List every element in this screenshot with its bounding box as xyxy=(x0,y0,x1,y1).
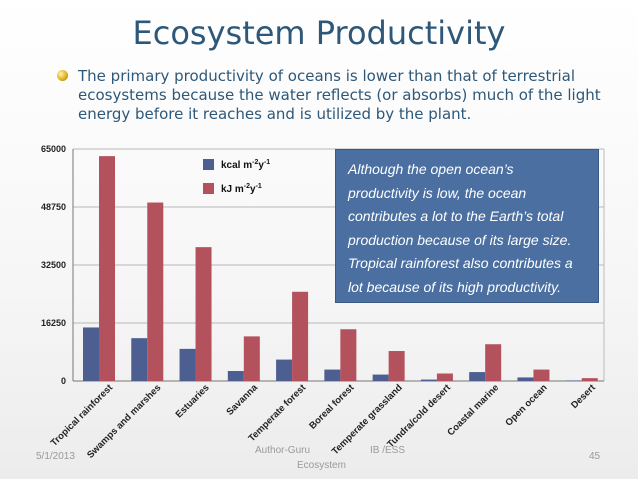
bar-kcal xyxy=(276,359,293,381)
bar-kcal xyxy=(227,371,244,381)
bar-kcal xyxy=(179,348,196,381)
x-tick-label: Coastal marine xyxy=(445,382,501,438)
x-tick-label: Estuaries xyxy=(174,382,212,420)
bar-kj xyxy=(340,329,357,381)
annotation-box: Although the open ocean’s productivity is… xyxy=(335,149,599,303)
footer-author: Author-Guru xyxy=(255,445,311,456)
y-tick-label: 16250 xyxy=(41,318,66,328)
bar-kj xyxy=(99,156,115,381)
bar-kj xyxy=(581,378,598,381)
footer-date: 5/1/2013 xyxy=(36,451,75,462)
y-tick-label: 0 xyxy=(61,376,66,386)
bar-kj xyxy=(388,351,405,381)
slide-title: Ecosystem Productivity xyxy=(132,14,506,52)
x-tick-label: Savanna xyxy=(225,382,261,418)
footer-subtitle: Ecosystem xyxy=(297,460,346,471)
bar-kj xyxy=(147,202,164,381)
legend-label-part: y xyxy=(250,184,256,195)
bar-kcal xyxy=(517,377,534,381)
annotation-line: productivity is low, the ocean xyxy=(348,184,527,201)
bar-kcal xyxy=(324,369,341,381)
bar-kcal xyxy=(565,380,582,381)
bar-kcal xyxy=(420,379,437,381)
legend-label: kJ m-2y-1 xyxy=(221,183,262,195)
annotation-line: production because of its large size. xyxy=(348,231,572,248)
bar-kcal xyxy=(131,338,148,381)
legend-swatch-kj xyxy=(203,183,214,194)
legend-label-part: -1 xyxy=(264,159,270,166)
annotation-line: Tropical rainforest also contributes a xyxy=(348,255,573,271)
bar-kj xyxy=(436,373,453,381)
legend-label-part: -2 xyxy=(252,159,258,166)
bar-kj xyxy=(195,247,212,381)
bar-kcal xyxy=(83,327,99,381)
legend-swatch-kcal xyxy=(203,159,214,170)
legend-label: kcal m-2y-1 xyxy=(221,159,270,171)
annotation-line: contributes a lot to the Earth’s total xyxy=(348,208,564,224)
bullet-icon xyxy=(57,70,68,81)
page-number: 45 xyxy=(589,451,601,462)
x-tick-label: Open ocean xyxy=(503,382,549,428)
annotation-line: lot because of its high productivity. xyxy=(348,278,561,295)
legend-label-part: kcal m xyxy=(221,160,252,171)
bar-kcal xyxy=(469,372,486,381)
legend-label-part: y xyxy=(258,160,264,171)
footer-course: IB /ESS xyxy=(370,445,406,456)
x-tick-label: Boreal forest xyxy=(307,382,357,432)
annotation-line: Although the open ocean’s xyxy=(348,161,514,177)
x-tick-label: Desert xyxy=(569,382,598,411)
bar-kj xyxy=(292,291,309,381)
bar-kcal xyxy=(372,374,389,381)
y-tick-label: 65000 xyxy=(41,144,66,154)
bar-kj xyxy=(485,344,502,381)
bullet-text: The primary productivity of oceans is lo… xyxy=(78,67,601,123)
legend-label-part: -1 xyxy=(256,183,262,190)
legend-label-part: -2 xyxy=(244,183,250,190)
bar-kj xyxy=(533,369,550,381)
legend-label-part: kJ m xyxy=(221,184,244,195)
bar-kj xyxy=(243,336,260,381)
y-tick-label: 48750 xyxy=(41,202,66,212)
y-tick-label: 32500 xyxy=(41,260,66,270)
